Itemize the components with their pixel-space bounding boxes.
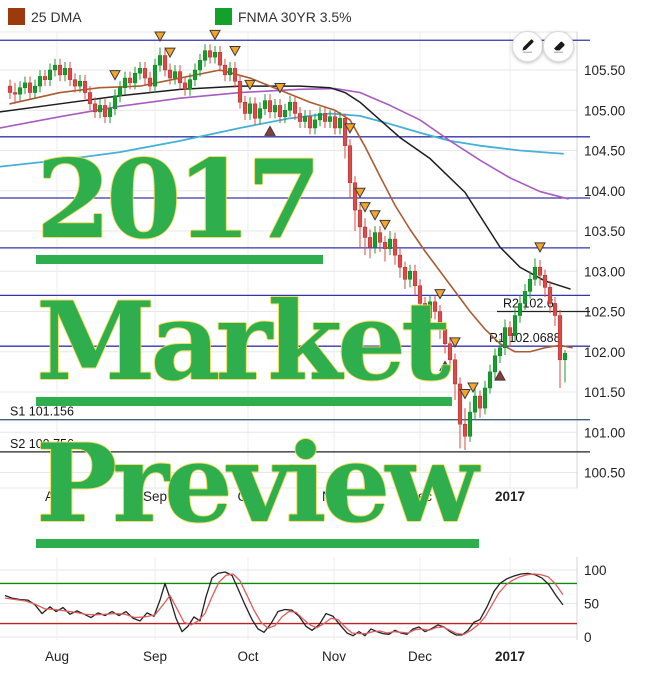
svg-text:Dec: Dec — [408, 489, 432, 504]
svg-text:Aug: Aug — [45, 489, 69, 504]
axis-labels: 105.50 105.00 104.50 104.00 103.50 103.00 102.… — [45, 63, 625, 664]
svg-text:2017: 2017 — [495, 649, 525, 664]
erase-button[interactable] — [543, 31, 574, 62]
svg-text:104.00: 104.00 — [584, 184, 625, 199]
svg-text:Sep: Sep — [143, 489, 167, 504]
svg-text:105.00: 105.00 — [584, 103, 625, 118]
svg-text:S1 101.156: S1 101.156 — [10, 405, 74, 419]
eraser-icon — [550, 36, 568, 57]
svg-text:101.00: 101.00 — [584, 425, 625, 440]
overlay-title-preview: Preview — [36, 430, 480, 548]
svg-text:S2 100.756: S2 100.756 — [10, 437, 74, 451]
legend-item-fnma: FNMA 30YR 3.5% — [215, 8, 352, 25]
stochastic-panel — [0, 571, 577, 637]
draw-button[interactable] — [512, 31, 543, 62]
svg-text:102.00: 102.00 — [584, 345, 625, 360]
svg-text:103.50: 103.50 — [584, 224, 625, 239]
signal-markers — [109, 29, 546, 400]
svg-text:Dec: Dec — [408, 649, 432, 664]
svg-text:103.00: 103.00 — [584, 264, 625, 279]
svg-text:100.50: 100.50 — [584, 466, 625, 481]
legend-swatch-25dma — [8, 8, 25, 25]
svg-text:102.50: 102.50 — [584, 305, 625, 320]
svg-text:Oct: Oct — [237, 649, 258, 664]
svg-text:Nov: Nov — [322, 649, 346, 664]
svg-text:R2 102.6: R2 102.6 — [503, 297, 554, 311]
legend-label-fnma: FNMA 30YR 3.5% — [238, 8, 352, 25]
svg-text:50: 50 — [584, 597, 599, 612]
svg-text:2017: 2017 — [495, 489, 525, 504]
svg-text:105.50: 105.50 — [584, 63, 625, 78]
legend-item-25dma: 25 DMA — [8, 8, 82, 25]
legend-swatch-fnma — [215, 8, 232, 25]
pencil-icon — [519, 36, 537, 57]
svg-text:Oct: Oct — [237, 489, 258, 504]
svg-text:0: 0 — [584, 630, 592, 645]
overlay-title-year: 2017 — [36, 146, 323, 264]
candlesticks — [7, 44, 568, 450]
overlay-title-market: Market — [36, 288, 452, 406]
svg-text:104.50: 104.50 — [584, 144, 625, 159]
svg-text:Nov: Nov — [322, 489, 346, 504]
svg-text:101.50: 101.50 — [584, 385, 625, 400]
svg-text:Aug: Aug — [45, 649, 69, 664]
svg-text:Sep: Sep — [143, 649, 167, 664]
legend-label-25dma: 25 DMA — [31, 8, 82, 25]
svg-text:100: 100 — [584, 563, 607, 578]
